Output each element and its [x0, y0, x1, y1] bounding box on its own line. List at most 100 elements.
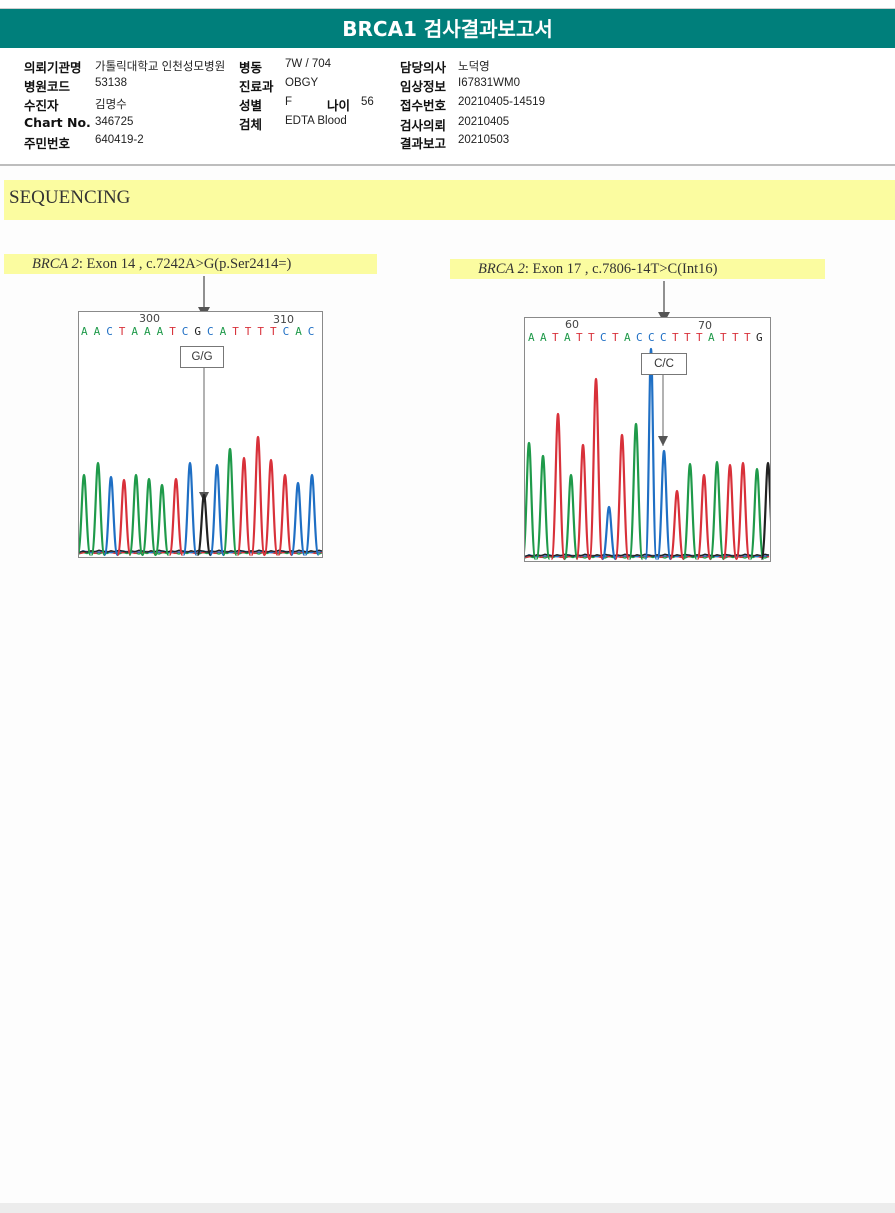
- base-call: T: [720, 331, 728, 344]
- sex-value: F: [285, 96, 293, 108]
- base-call: C: [660, 331, 668, 344]
- chromatogram-1-trace: [79, 367, 322, 557]
- trace-peak: [304, 473, 320, 557]
- genotype-1-box: G/G: [180, 346, 224, 368]
- trace-peak: [525, 441, 537, 561]
- trace-peak: [116, 478, 132, 557]
- trace-peak: [236, 456, 252, 557]
- patient-label: 수진자: [24, 98, 59, 113]
- base-call: A: [564, 331, 572, 344]
- report-label: 결과보고: [400, 136, 447, 151]
- clinical-label: 임상정보: [400, 79, 447, 94]
- request-value: 20210405: [458, 116, 510, 128]
- trace-peak: [79, 473, 92, 557]
- bottom-strip: [0, 1203, 895, 1213]
- ward-value: 7W / 704: [285, 58, 332, 70]
- trace-peak: [277, 473, 293, 557]
- trace-peak: [550, 412, 566, 561]
- dept-label: 진료과: [239, 79, 274, 94]
- guide-arrow-icon: [658, 436, 668, 446]
- base-call: T: [696, 331, 704, 344]
- base-call: C: [307, 325, 315, 338]
- base-call: C: [207, 325, 215, 338]
- sex-label: 성별: [239, 98, 263, 113]
- variant-2-heading: BRCA 2: Exon 17 , c.7806-14T>C(Int16): [450, 259, 825, 279]
- chart-value: 346725: [95, 116, 134, 128]
- base-call: A: [528, 331, 536, 344]
- base-call: T: [672, 331, 680, 344]
- base-call: T: [169, 325, 177, 338]
- trace-peak: [103, 475, 119, 557]
- age-value: 56: [361, 96, 374, 108]
- trace-peak: [168, 477, 184, 557]
- trace-peak: [601, 505, 617, 561]
- trace-peak: [614, 433, 630, 561]
- report-value: 20210503: [458, 134, 510, 146]
- hospital-label: 의뢰기관명: [24, 60, 82, 75]
- base-call: T: [232, 325, 240, 338]
- trace-peak: [563, 473, 579, 561]
- base-call: C: [648, 331, 656, 344]
- specimen-value: EDTA Blood: [285, 115, 347, 127]
- section-title: SEQUENCING: [4, 180, 895, 220]
- patient-value: 김명수: [95, 99, 127, 111]
- trace-peak: [656, 449, 672, 561]
- base-call: T: [612, 331, 620, 344]
- variant-1-detail: : Exon 14 , c.7242A>G(p.Ser2414=): [78, 256, 292, 272]
- clinical-value: I67831WM0: [458, 77, 521, 89]
- doctor-label: 담당의사: [400, 60, 447, 75]
- trace-peak: [182, 461, 198, 557]
- trace-peak: [250, 435, 266, 557]
- base-call: A: [708, 331, 716, 344]
- base-call: T: [270, 325, 278, 338]
- base-call: G: [756, 331, 764, 344]
- trace-peak: [575, 443, 591, 561]
- base-call: A: [295, 325, 303, 338]
- chromatogram-2-tick-left: 60: [565, 318, 579, 331]
- dept-value: OBGY: [285, 77, 319, 89]
- patient-info-panel: 의뢰기관명 가톨릭대학교 인천성모병원 병동 7W / 704 담당의사 노덕영…: [0, 48, 895, 166]
- base-call: C: [181, 325, 189, 338]
- trace-peak: [696, 473, 712, 561]
- base-call: C: [600, 331, 608, 344]
- trace-peak: [709, 460, 725, 561]
- base-call: G: [194, 325, 202, 338]
- request-label: 검사의뢰: [400, 118, 447, 133]
- trace-peak: [682, 462, 698, 561]
- base-call: T: [588, 331, 596, 344]
- base-call: A: [624, 331, 632, 344]
- base-call: A: [219, 325, 227, 338]
- trace-peak: [141, 477, 157, 557]
- trace-peak: [735, 461, 751, 561]
- chromatogram-1-tick-left: 300: [139, 312, 160, 325]
- trace-peak: [263, 458, 279, 557]
- trace-peak: [154, 483, 170, 557]
- chart-label: Chart No.: [24, 115, 91, 130]
- id-label: 주민번호: [24, 136, 71, 151]
- trace-peak: [290, 481, 306, 557]
- trace-peak: [644, 347, 658, 561]
- base-call: T: [257, 325, 265, 338]
- trace-peak: [760, 461, 770, 561]
- base-call: A: [131, 325, 139, 338]
- base-call: C: [106, 325, 114, 338]
- trace-peak: [628, 422, 644, 561]
- trace-peak: [535, 454, 551, 561]
- base-call: A: [81, 325, 89, 338]
- trace-peak: [196, 493, 212, 557]
- trace-peak: [722, 463, 738, 561]
- base-call: T: [576, 331, 584, 344]
- doctor-value: 노덕영: [458, 61, 490, 73]
- base-call: T: [118, 325, 126, 338]
- hospital-value: 가톨릭대학교 인천성모병원: [95, 61, 226, 73]
- receipt-value: 20210405-14519: [458, 96, 545, 108]
- base-call: A: [144, 325, 152, 338]
- base-call: C: [636, 331, 644, 344]
- variant-1-gene: BRCA 2: [32, 256, 79, 272]
- specimen-label: 검체: [239, 117, 263, 132]
- base-call: T: [744, 331, 752, 344]
- age-label: 나이: [327, 98, 351, 113]
- base-call: A: [93, 325, 101, 338]
- trace-peak: [222, 447, 238, 557]
